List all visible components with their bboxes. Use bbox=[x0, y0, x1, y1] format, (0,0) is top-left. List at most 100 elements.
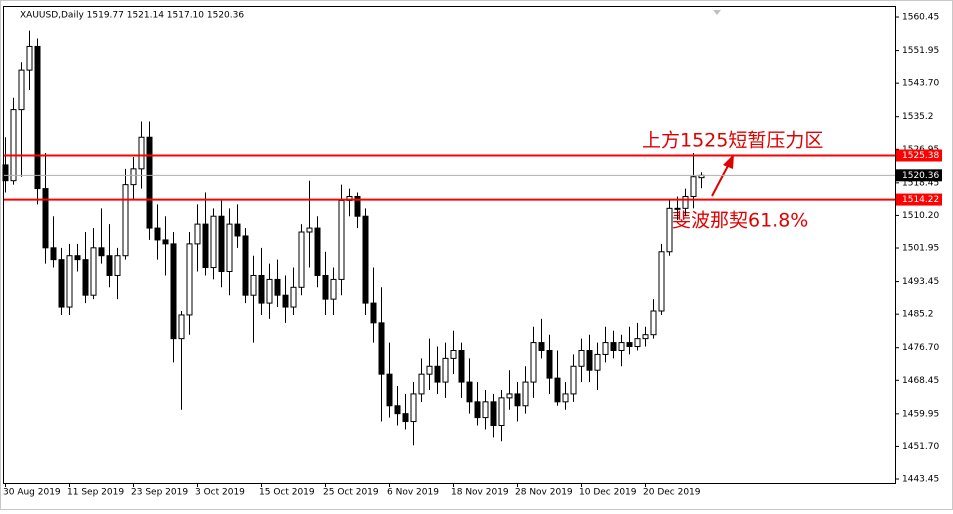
y-tick-label: 1476.70 bbox=[902, 343, 939, 353]
last-price-label: 1520.36 bbox=[902, 171, 939, 181]
candle-body bbox=[250, 274, 257, 296]
candle-body bbox=[114, 255, 121, 276]
candle-body bbox=[322, 274, 329, 300]
y-tick-label: 1451.70 bbox=[902, 442, 939, 452]
candle-body bbox=[554, 377, 561, 403]
candle-body bbox=[370, 302, 377, 324]
candle-body bbox=[410, 393, 417, 423]
candle-body bbox=[178, 314, 185, 340]
y-tick-label: 1459.95 bbox=[902, 409, 939, 419]
candle-body bbox=[26, 45, 33, 71]
candle-body bbox=[34, 45, 41, 190]
candle-body bbox=[186, 243, 193, 316]
candle-body bbox=[506, 393, 513, 399]
candle-body bbox=[402, 413, 409, 423]
candle-body bbox=[106, 255, 113, 276]
candle-body bbox=[338, 199, 345, 280]
candle-body bbox=[514, 393, 521, 407]
candle-body bbox=[498, 397, 505, 427]
candle-body bbox=[90, 247, 97, 296]
candle-body bbox=[146, 136, 153, 229]
candle-body bbox=[354, 195, 361, 217]
candle-body bbox=[586, 349, 593, 371]
candle-body bbox=[450, 349, 457, 359]
candle-body bbox=[642, 334, 649, 340]
x-tick-label: 15 Oct 2019 bbox=[259, 488, 315, 498]
candle-body bbox=[682, 195, 689, 209]
y-tick-label: 1510.20 bbox=[902, 211, 939, 221]
candle-body bbox=[658, 251, 665, 312]
candle-body bbox=[130, 168, 137, 186]
candle-body bbox=[66, 255, 73, 308]
candle-body bbox=[538, 342, 545, 351]
candle-body bbox=[298, 231, 305, 288]
candle-body bbox=[162, 239, 169, 245]
x-tick-label: 28 Nov 2019 bbox=[515, 488, 573, 498]
candle-body bbox=[138, 136, 145, 170]
chart-title: XAUUSD,Daily 1519.77 1521.14 1517.10 152… bbox=[20, 11, 244, 21]
candle-body bbox=[442, 357, 449, 383]
candle-body bbox=[154, 227, 161, 241]
x-tick-label: 6 Nov 2019 bbox=[387, 488, 439, 498]
level-box bbox=[896, 149, 942, 162]
last-price-box bbox=[896, 169, 942, 182]
candle-body bbox=[18, 69, 25, 111]
level-label: 1514.22 bbox=[902, 195, 939, 205]
level-label: 1525.38 bbox=[902, 151, 939, 161]
candle-body bbox=[618, 342, 625, 351]
candle-body bbox=[170, 243, 177, 340]
candle-body bbox=[474, 401, 481, 419]
candle-body bbox=[314, 227, 321, 276]
candle-body bbox=[10, 109, 17, 182]
candle-body bbox=[194, 223, 201, 245]
plot-frame bbox=[3, 6, 896, 484]
x-tick-label: 3 Oct 2019 bbox=[195, 488, 245, 498]
candle-body bbox=[234, 223, 241, 237]
candle-body bbox=[466, 381, 473, 403]
y-tick-label: 1535.2 bbox=[902, 112, 934, 122]
candle-body bbox=[218, 215, 225, 273]
candle-body bbox=[634, 338, 641, 348]
candle-body bbox=[530, 342, 537, 383]
candle-body bbox=[546, 349, 553, 379]
shift-marker bbox=[713, 10, 721, 15]
candle-body bbox=[2, 164, 9, 182]
x-tick-label: 23 Sep 2019 bbox=[131, 488, 188, 498]
x-tick-label: 11 Sep 2019 bbox=[67, 488, 124, 498]
candle-body bbox=[562, 393, 569, 403]
candle-body bbox=[202, 223, 209, 269]
candle-body bbox=[394, 405, 401, 415]
candle-body bbox=[482, 401, 489, 419]
x-tick-label: 10 Dec 2019 bbox=[579, 488, 637, 498]
arrow-head bbox=[723, 154, 734, 169]
y-tick-label: 1501.95 bbox=[902, 244, 939, 254]
candle-body bbox=[98, 247, 105, 257]
candle-body bbox=[594, 353, 601, 371]
y-tick-label: 1493.45 bbox=[902, 277, 939, 287]
candle-body bbox=[266, 278, 273, 304]
candle-body bbox=[290, 286, 297, 308]
candle-body bbox=[74, 255, 81, 261]
y-tick-label: 1543.70 bbox=[902, 79, 939, 89]
candle-body bbox=[426, 365, 433, 375]
candle-body bbox=[522, 381, 529, 407]
annotation: 斐波那契61.8% bbox=[672, 210, 808, 232]
y-tick-label: 1443.45 bbox=[902, 475, 939, 485]
candle-body bbox=[362, 215, 369, 304]
candle-body bbox=[242, 235, 249, 296]
y-tick-label: 1560.45 bbox=[902, 13, 939, 23]
y-tick-label: 1551.95 bbox=[902, 46, 939, 56]
y-tick-label: 1485.2 bbox=[902, 310, 934, 320]
candle-body bbox=[666, 207, 673, 253]
candle-body bbox=[42, 188, 49, 249]
annotation: 上方1525短暂压力区 bbox=[642, 130, 823, 152]
candle-body bbox=[490, 401, 497, 427]
candle-body bbox=[610, 342, 617, 351]
candle-body bbox=[626, 342, 633, 348]
candle-body bbox=[330, 278, 337, 300]
candle-body bbox=[82, 259, 89, 296]
candle-body bbox=[58, 259, 65, 308]
candle-body bbox=[282, 294, 289, 308]
y-tick-label: 1518.45 bbox=[902, 178, 939, 188]
